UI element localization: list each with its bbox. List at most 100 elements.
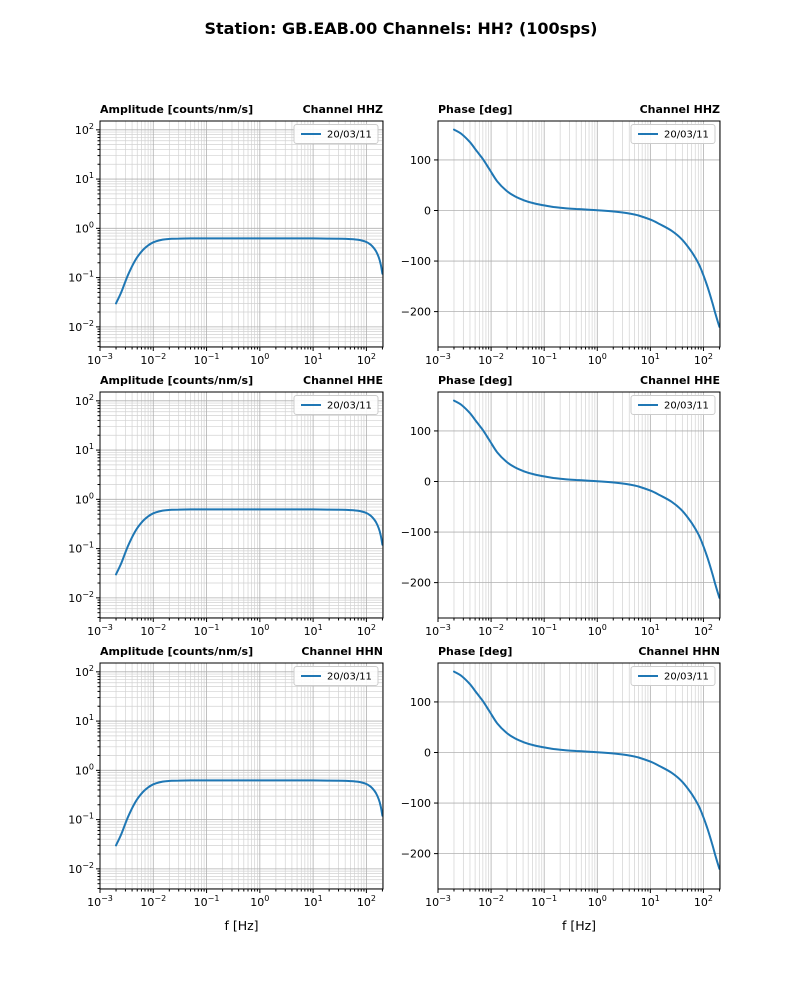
legend-label: 20/03/11 — [327, 130, 372, 141]
tick-label: 10−2 — [140, 623, 166, 638]
legend-box — [630, 124, 716, 144]
x-axis-label: f [Hz] — [562, 918, 596, 933]
tick-label: 100 — [75, 762, 94, 777]
tick-label: 10−2 — [68, 861, 94, 876]
legend: 20/03/11 — [293, 666, 379, 686]
subplot-title-left: Amplitude [counts/nm/s] — [100, 374, 253, 387]
tick-label: 10−1 — [531, 623, 557, 638]
grid-major — [99, 121, 383, 347]
subplot-title-right: Channel HHN — [638, 645, 720, 658]
grid-minor — [100, 663, 383, 889]
tick-marks — [96, 400, 383, 622]
legend-label: 20/03/11 — [664, 130, 709, 141]
legend-label: 20/03/11 — [327, 401, 372, 412]
tick-label: 100 — [410, 696, 431, 709]
tick-label: 10−2 — [478, 352, 504, 367]
subplot-amplitude-hhz: 10−3 10−2 10−1 100 101 102 102 101 100 10−1 10−2 Am… — [68, 103, 384, 367]
tick-label: −100 — [401, 255, 431, 268]
grid-minor — [100, 392, 383, 618]
tick-label: 10−2 — [140, 352, 166, 367]
tick-marks — [96, 129, 383, 351]
tick-label: 10−1 — [194, 352, 220, 367]
tick-label: 10−2 — [478, 623, 504, 638]
tick-label: 10−2 — [478, 894, 504, 909]
tick-label: 101 — [75, 713, 94, 728]
subplot-amplitude-hhe: 10−3 10−2 10−1 100 101 102 102 101 100 10−1 10−2 Am… — [68, 374, 384, 638]
subplot-title-right: Channel HHE — [303, 374, 383, 387]
response-curve — [115, 508, 384, 576]
grid-minor — [100, 121, 383, 347]
tick-label: 10−1 — [194, 623, 220, 638]
grid-major — [99, 663, 383, 889]
tick-marks — [96, 671, 383, 893]
tick-label: 101 — [641, 352, 660, 367]
tick-label: 100 — [250, 352, 269, 367]
subplot-title-left: Phase [deg] — [438, 103, 512, 116]
tick-label: −200 — [401, 848, 431, 861]
subplot-phase-hhn: 10−3 10−2 10−1 100 101 102 100 0 −100 −200 Phase [… — [401, 645, 721, 933]
tick-label: 102 — [357, 623, 376, 638]
tick-label: 101 — [304, 352, 323, 367]
tick-label: 10−1 — [531, 894, 557, 909]
subplot-title-left: Amplitude [counts/nm/s] — [100, 645, 253, 658]
tick-label: 102 — [75, 664, 94, 679]
response-curve — [453, 128, 721, 328]
tick-label: 101 — [641, 623, 660, 638]
tick-label: 100 — [250, 623, 269, 638]
response-curve — [115, 779, 384, 847]
legend: 20/03/11 — [630, 124, 716, 144]
legend-label: 20/03/11 — [664, 672, 709, 683]
tick-label: 10−1 — [194, 894, 220, 909]
tick-label: 102 — [694, 894, 713, 909]
tick-label: 0 — [424, 475, 431, 488]
tick-labels: 10−3 10−2 10−1 100 101 102 102 101 100 10−1 10−2 — [68, 393, 376, 638]
figure-title: Station: GB.EAB.00 Channels: HH? (100sps… — [205, 19, 598, 38]
legend-label: 20/03/11 — [664, 401, 709, 412]
tick-label: 102 — [694, 623, 713, 638]
tick-label: 0 — [424, 746, 431, 759]
axes-frame — [99, 391, 384, 619]
tick-label: 100 — [588, 352, 607, 367]
tick-label: −200 — [401, 577, 431, 590]
grid-major — [437, 663, 720, 889]
response-curve — [453, 670, 721, 870]
tick-label: 102 — [75, 393, 94, 408]
tick-label: 102 — [357, 352, 376, 367]
subplot-title-left: Amplitude [counts/nm/s] — [100, 103, 253, 116]
grid-major — [437, 121, 720, 347]
tick-label: 10−1 — [68, 541, 94, 556]
subplot-phase-hhz: 10−3 10−2 10−1 100 101 102 100 0 −100 −200 Phase [… — [401, 103, 721, 367]
axes-frame — [99, 120, 384, 348]
grid-major — [99, 392, 383, 618]
tick-label: 101 — [75, 171, 94, 186]
tick-label: 10−1 — [68, 812, 94, 827]
tick-label: 0 — [424, 204, 431, 217]
tick-label: 10−3 — [87, 894, 113, 909]
tick-label: 100 — [75, 491, 94, 506]
legend-box — [293, 395, 379, 415]
tick-labels: 10−3 10−2 10−1 100 101 102 100 0 −100 −200 — [401, 154, 713, 367]
tick-label: −100 — [401, 526, 431, 539]
subplot-title-right: Channel HHE — [640, 374, 720, 387]
subplot-title-right: Channel HHN — [301, 645, 383, 658]
tick-label: 10−3 — [425, 623, 451, 638]
subplot-phase-hhe: 10−3 10−2 10−1 100 101 102 100 0 −100 −200 Phase [… — [401, 374, 721, 638]
tick-label: 101 — [75, 442, 94, 457]
tick-label: 10−1 — [68, 270, 94, 285]
tick-label: 10−1 — [531, 352, 557, 367]
grid-minor — [453, 392, 720, 618]
tick-marks — [434, 159, 720, 351]
legend: 20/03/11 — [293, 124, 379, 144]
tick-label: 102 — [357, 894, 376, 909]
tick-labels: 10−3 10−2 10−1 100 101 102 100 0 −100 −200 — [401, 696, 713, 909]
tick-labels: 10−3 10−2 10−1 100 101 102 100 0 −100 −200 — [401, 425, 713, 638]
tick-marks — [434, 701, 720, 893]
axes-frame — [437, 391, 721, 619]
grid-minor — [453, 663, 720, 889]
tick-label: −100 — [401, 797, 431, 810]
tick-label: 102 — [694, 352, 713, 367]
legend-box — [293, 666, 379, 686]
legend-label: 20/03/11 — [327, 672, 372, 683]
response-curve — [453, 399, 721, 599]
tick-label: 100 — [250, 894, 269, 909]
